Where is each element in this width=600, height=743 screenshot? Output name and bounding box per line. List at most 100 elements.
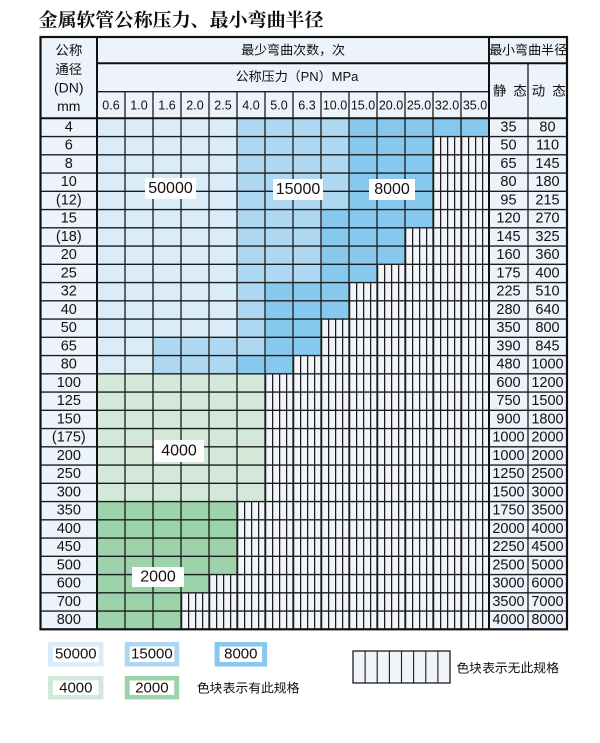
svg-text:(12): (12)	[56, 192, 82, 208]
svg-text:120: 120	[496, 211, 520, 227]
svg-text:215: 215	[535, 192, 559, 208]
svg-text:80: 80	[539, 119, 555, 135]
svg-text:350: 350	[57, 503, 81, 519]
svg-text:180: 180	[535, 174, 559, 190]
svg-text:845: 845	[535, 338, 559, 354]
svg-text:通径: 通径	[55, 62, 82, 77]
svg-text:公称压力（PN）MPa: 公称压力（PN）MPa	[236, 69, 360, 84]
svg-text:4500: 4500	[531, 539, 563, 555]
svg-text:40: 40	[61, 302, 77, 318]
svg-text:0.6: 0.6	[102, 98, 119, 112]
svg-text:270: 270	[535, 211, 559, 227]
svg-text:4000: 4000	[492, 612, 524, 628]
svg-text:80: 80	[500, 174, 516, 190]
svg-text:15000: 15000	[276, 181, 321, 198]
svg-text:8000: 8000	[531, 612, 563, 628]
svg-text:200: 200	[57, 448, 81, 464]
svg-text:金属软管公称压力、最小弯曲半径: 金属软管公称压力、最小弯曲半径	[39, 6, 324, 33]
svg-text:mm: mm	[57, 98, 80, 114]
svg-text:15000: 15000	[131, 646, 173, 663]
svg-text:5000: 5000	[531, 557, 563, 573]
svg-text:500: 500	[57, 557, 81, 573]
svg-text:1800: 1800	[531, 411, 563, 427]
svg-text:750: 750	[496, 393, 520, 409]
svg-text:8: 8	[65, 156, 73, 172]
svg-text:65: 65	[61, 338, 77, 354]
svg-text:2.5: 2.5	[214, 98, 231, 112]
svg-text:600: 600	[496, 375, 520, 391]
svg-text:325: 325	[535, 229, 559, 245]
svg-text:145: 145	[496, 229, 520, 245]
svg-text:480: 480	[496, 357, 520, 373]
svg-text:400: 400	[535, 265, 559, 281]
svg-text:2000: 2000	[140, 569, 176, 586]
svg-text:3500: 3500	[492, 594, 524, 610]
svg-text:1.6: 1.6	[158, 98, 175, 112]
svg-text:6000: 6000	[531, 576, 563, 592]
svg-text:50: 50	[500, 138, 516, 154]
svg-text:20.0: 20.0	[379, 98, 403, 112]
svg-text:最小弯曲半径: 最小弯曲半径	[489, 43, 567, 58]
svg-text:35.0: 35.0	[463, 98, 487, 112]
svg-text:300: 300	[57, 484, 81, 500]
svg-text:1000: 1000	[531, 357, 563, 373]
svg-text:色块表示有此规格: 色块表示有此规格	[197, 681, 301, 696]
svg-text:(18): (18)	[56, 229, 82, 245]
svg-text:4: 4	[65, 119, 73, 135]
svg-text:225: 225	[496, 284, 520, 300]
svg-text:20: 20	[61, 247, 77, 263]
svg-text:10.0: 10.0	[323, 98, 347, 112]
svg-text:1500: 1500	[492, 484, 524, 500]
svg-text:510: 510	[535, 284, 559, 300]
svg-text:2000: 2000	[492, 521, 524, 537]
svg-text:2000: 2000	[531, 430, 563, 446]
svg-text:2500: 2500	[531, 466, 563, 482]
svg-text:10: 10	[61, 174, 77, 190]
svg-text:动 态: 动 态	[532, 83, 567, 98]
svg-text:125: 125	[57, 393, 81, 409]
svg-text:2000: 2000	[531, 448, 563, 464]
svg-text:800: 800	[57, 612, 81, 628]
svg-text:50: 50	[61, 320, 77, 336]
svg-text:110: 110	[536, 138, 559, 154]
svg-text:95: 95	[500, 192, 516, 208]
svg-text:8000: 8000	[374, 181, 410, 198]
svg-text:800: 800	[535, 320, 559, 336]
svg-text:80: 80	[61, 357, 77, 373]
svg-text:6: 6	[65, 138, 73, 154]
svg-text:32: 32	[61, 284, 77, 300]
svg-text:700: 700	[57, 594, 81, 610]
svg-text:400: 400	[57, 521, 81, 537]
svg-text:25.0: 25.0	[407, 98, 431, 112]
svg-text:100: 100	[57, 375, 81, 391]
svg-text:250: 250	[57, 466, 81, 482]
svg-text:145: 145	[535, 156, 559, 172]
svg-text:色块表示无此规格: 色块表示无此规格	[457, 661, 561, 676]
svg-text:3500: 3500	[531, 503, 563, 519]
svg-text:280: 280	[496, 302, 520, 318]
svg-text:静 态: 静 态	[493, 83, 528, 98]
svg-text:(175): (175)	[52, 430, 86, 446]
svg-text:8000: 8000	[224, 646, 257, 663]
svg-text:50000: 50000	[148, 180, 193, 197]
svg-text:5.0: 5.0	[270, 98, 287, 112]
svg-text:390: 390	[496, 338, 520, 354]
svg-text:32.0: 32.0	[435, 98, 459, 112]
svg-text:2.0: 2.0	[186, 98, 203, 112]
svg-text:1000: 1000	[492, 448, 524, 464]
svg-text:160: 160	[496, 247, 520, 263]
svg-text:65: 65	[500, 156, 516, 172]
svg-text:1.0: 1.0	[130, 98, 147, 112]
svg-text:1000: 1000	[492, 430, 524, 446]
svg-text:2250: 2250	[492, 539, 524, 555]
svg-text:7000: 7000	[531, 594, 563, 610]
svg-text:175: 175	[496, 265, 520, 281]
svg-text:35: 35	[500, 119, 516, 135]
svg-text:4.0: 4.0	[242, 98, 259, 112]
svg-text:1250: 1250	[492, 466, 524, 482]
svg-text:4000: 4000	[161, 443, 197, 460]
svg-text:150: 150	[57, 411, 81, 427]
svg-text:2000: 2000	[135, 679, 168, 696]
svg-text:公称: 公称	[55, 43, 82, 58]
svg-text:2500: 2500	[492, 557, 524, 573]
